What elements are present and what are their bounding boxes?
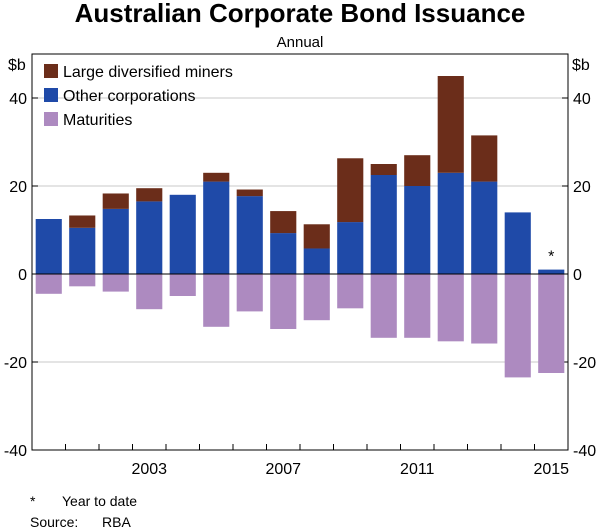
bar-other-corporations: [337, 222, 364, 274]
bar-other-corporations: [69, 227, 96, 274]
bar-other-corporations: [404, 186, 431, 274]
bar-other-corporations: [270, 233, 297, 274]
bar-large-diversified-miners: [270, 211, 297, 234]
y-tick-label-right: 20: [573, 179, 591, 196]
plot-frame: [31, 53, 569, 451]
bar-large-diversified-miners: [303, 224, 330, 249]
bar-maturities: [69, 274, 96, 287]
bar-large-diversified-miners: [102, 193, 129, 209]
bar-other-corporations: [538, 269, 565, 274]
bar-large-diversified-miners: [136, 188, 163, 202]
y-axis-label-right: $b: [572, 57, 590, 74]
annotation-asterisk: *: [548, 249, 554, 266]
source-note: Source: RBA: [30, 514, 131, 530]
y-tick-label-right: 0: [573, 267, 582, 284]
y-axis-label-left: $b: [8, 57, 26, 74]
bar-other-corporations: [203, 181, 230, 274]
bar-large-diversified-miners: [337, 158, 364, 223]
bar-other-corporations: [471, 181, 498, 274]
bar-maturities: [471, 274, 498, 344]
bar-other-corporations: [504, 212, 531, 274]
legend-swatch: [44, 88, 58, 102]
bar-large-diversified-miners: [471, 135, 498, 182]
ytd-marker: *: [30, 493, 36, 509]
bar-other-corporations: [370, 175, 397, 274]
legend-label: Other corporations: [63, 88, 196, 105]
legend-label: Large diversified miners: [63, 64, 233, 81]
year-to-date-note: * Year to date: [30, 493, 137, 509]
y-tick-label-right: 40: [573, 91, 591, 108]
x-tick-label: 2003: [131, 461, 167, 478]
bar-maturities: [337, 274, 364, 309]
x-tick-label: 2011: [400, 461, 435, 478]
bar-large-diversified-miners: [203, 172, 230, 182]
y-tick-label-left: 0: [18, 267, 27, 284]
bar-maturities: [270, 274, 297, 329]
x-tick-label: 2015: [533, 461, 569, 478]
bar-other-corporations: [236, 196, 263, 274]
chart-subtitle: Annual: [277, 34, 324, 51]
bar-maturities: [102, 274, 129, 292]
y-tick-label-left: 40: [9, 91, 27, 108]
bar-maturities: [437, 274, 464, 342]
legend-swatch: [44, 64, 58, 78]
bar-large-diversified-miners: [404, 155, 431, 186]
bar-maturities: [35, 274, 62, 294]
bar-maturities: [169, 274, 196, 296]
bar-maturities: [136, 274, 163, 310]
legend: Large diversified miners Other corporatio…: [44, 64, 233, 129]
bar-other-corporations: [35, 219, 62, 274]
bar-large-diversified-miners: [370, 164, 397, 175]
bar-other-corporations: [102, 208, 129, 274]
legend-swatch: [44, 112, 58, 126]
ytd-text: Year to date: [62, 493, 137, 509]
bar-maturities: [203, 274, 230, 327]
bar-maturities: [370, 274, 397, 338]
bar-maturities: [404, 274, 431, 338]
bar-other-corporations: [303, 248, 330, 274]
y-tick-label-left: -20: [4, 355, 27, 372]
bar-large-diversified-miners: [437, 76, 464, 173]
y-tick-label-left: -40: [4, 443, 27, 460]
source-text: RBA: [102, 514, 131, 530]
x-tick-label: 2007: [265, 461, 301, 478]
bar-other-corporations: [437, 172, 464, 274]
y-tick-label-left: 20: [9, 179, 27, 196]
bar-other-corporations: [169, 194, 196, 274]
bar-maturities: [538, 274, 565, 373]
source-label: Source:: [30, 514, 79, 530]
bar-maturities: [236, 274, 263, 312]
bar-other-corporations: [136, 201, 163, 274]
bar-large-diversified-miners: [69, 215, 96, 228]
chart-title: Australian Corporate Bond Issuance: [75, 0, 526, 28]
y-tick-label-right: -20: [573, 355, 596, 372]
bar-maturities: [303, 274, 330, 321]
bar-large-diversified-miners: [236, 189, 263, 197]
y-tick-label-right: -40: [573, 443, 596, 460]
plot-area: -40 -40 -20 -20 0 0 20 20 40 40 2003 2007 2011 2015 *: [4, 53, 596, 478]
legend-label: Maturities: [63, 112, 132, 129]
bar-maturities: [504, 274, 531, 378]
